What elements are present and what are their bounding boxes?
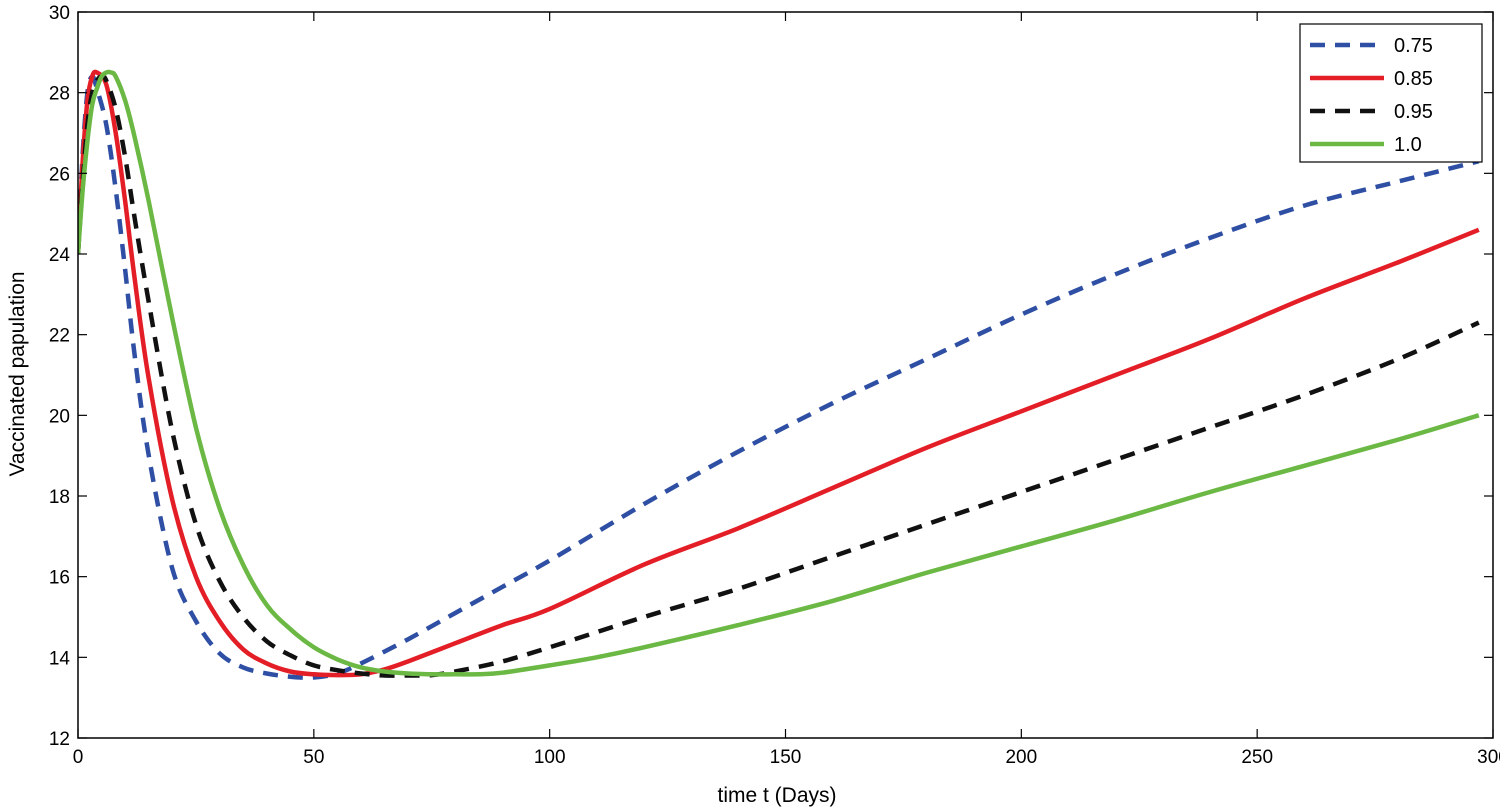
- x-tick-label: 100: [534, 747, 566, 768]
- y-tick-label: 30: [49, 3, 70, 24]
- y-tick-label: 22: [49, 326, 70, 347]
- legend-label: 0.85: [1394, 68, 1433, 90]
- x-tick-label: 0: [73, 747, 84, 768]
- x-axis-label: time t (Days): [717, 784, 836, 807]
- y-axis-label: Vaccinated papulation: [6, 271, 29, 476]
- y-tick-label: 14: [49, 648, 71, 669]
- legend-label: 0.75: [1394, 35, 1433, 57]
- plot-frame: [77, 11, 1494, 739]
- y-tick-label: 24: [49, 245, 71, 266]
- x-tick-label: 150: [770, 747, 802, 768]
- legend-box: [1299, 23, 1483, 163]
- y-tick-label: 26: [49, 164, 70, 185]
- y-tick-label: 28: [49, 84, 70, 105]
- plot-area: [78, 12, 1493, 738]
- y-tick-label: 20: [49, 406, 70, 427]
- series-line-0-85: [78, 69, 1480, 678]
- y-tick-label: 18: [49, 487, 70, 508]
- ticks-layer: 0 50 100 150 200 250 300 12 14 16 18 20 22 24 26 28 30: [49, 3, 1500, 768]
- legend: 0.75 0.85 0.95 1.0: [1299, 23, 1483, 163]
- series-layer: [78, 69, 1480, 680]
- legend-label: 0.95: [1394, 101, 1433, 123]
- y-tick-label: 12: [49, 729, 70, 750]
- series-line-0-75: [78, 74, 1480, 680]
- legend-label: 1.0: [1394, 134, 1422, 156]
- x-tick-label: 300: [1477, 747, 1500, 768]
- series-line-0-95: [78, 74, 1480, 678]
- x-tick-label: 250: [1241, 747, 1273, 768]
- x-tick-label: 50: [303, 747, 324, 768]
- series-line-1-0: [78, 69, 1480, 677]
- y-tick-label: 16: [49, 568, 70, 589]
- x-tick-label: 200: [1005, 747, 1037, 768]
